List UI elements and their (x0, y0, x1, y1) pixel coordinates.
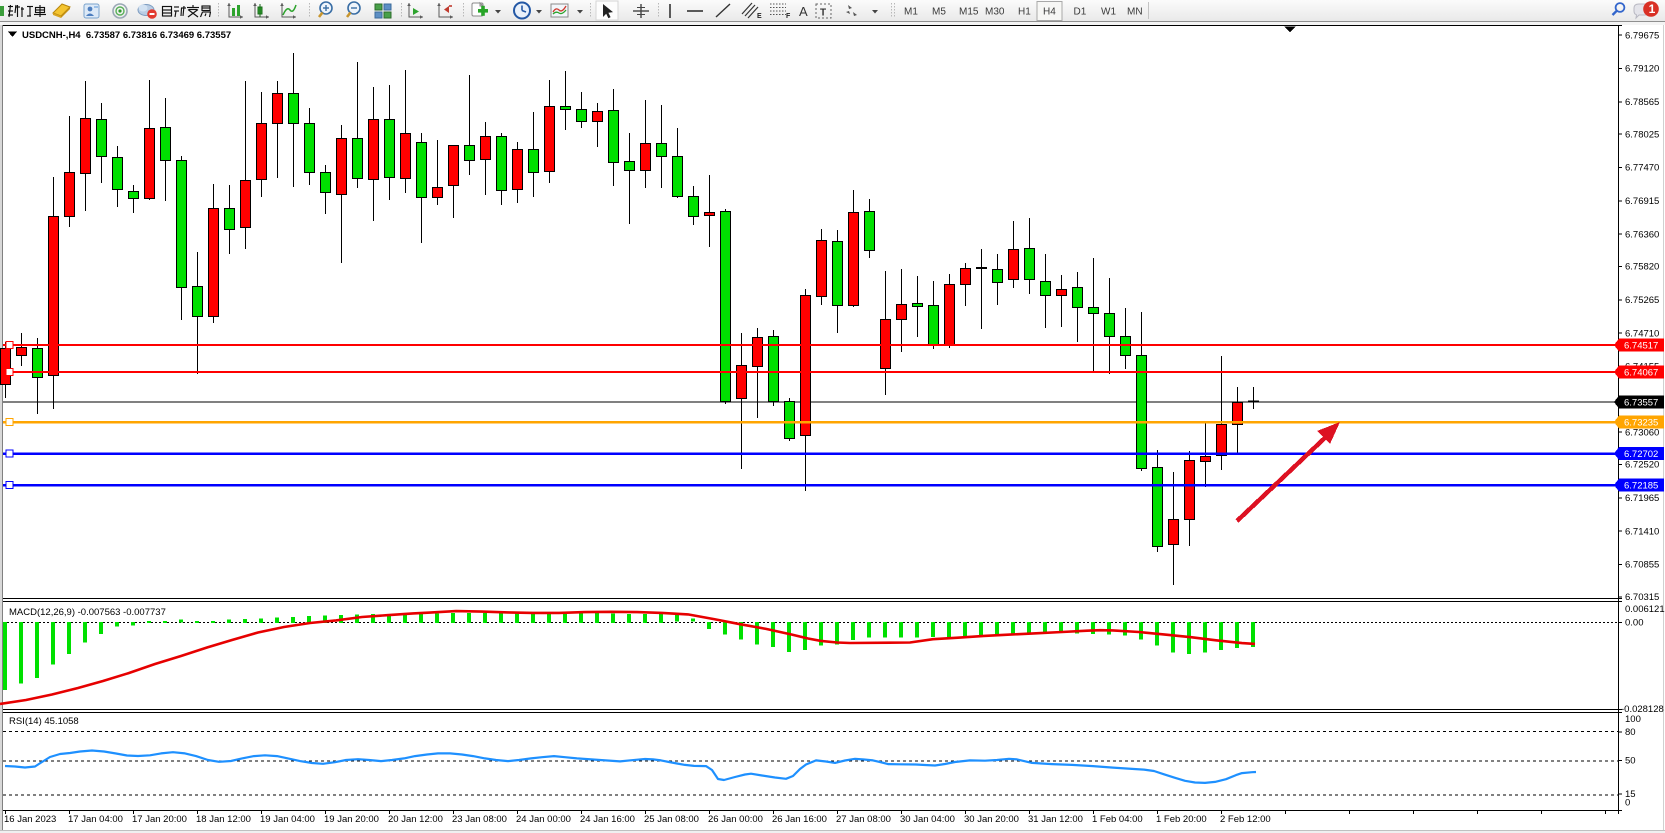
svg-text:6.74067: 6.74067 (1624, 367, 1658, 378)
svg-text:6.70855: 6.70855 (1625, 560, 1659, 571)
svg-text:6.70315: 6.70315 (1625, 592, 1659, 603)
svg-text:23 Jan 08:00: 23 Jan 08:00 (452, 814, 507, 825)
svg-text:6.72520: 6.72520 (1625, 460, 1659, 471)
svg-text:6.78025: 6.78025 (1625, 129, 1659, 140)
svg-text:M1: M1 (904, 7, 918, 18)
svg-text:25 Jan 08:00: 25 Jan 08:00 (644, 814, 699, 825)
svg-text:6.79120: 6.79120 (1625, 64, 1659, 75)
svg-text:24 Jan 00:00: 24 Jan 00:00 (516, 814, 571, 825)
svg-text:W1: W1 (1101, 7, 1116, 18)
svg-text:6.75820: 6.75820 (1625, 262, 1659, 273)
svg-text:6.71965: 6.71965 (1625, 493, 1659, 504)
svg-text:26 Jan 16:00: 26 Jan 16:00 (772, 814, 827, 825)
svg-text:USDCNH-,H4 6.73587 6.73816 6.: USDCNH-,H4 6.73587 6.73816 6.73469 6.735… (22, 30, 231, 41)
svg-text:A: A (799, 4, 808, 19)
svg-text:30 Jan 20:00: 30 Jan 20:00 (964, 814, 1019, 825)
svg-text:MN: MN (1127, 7, 1143, 18)
svg-text:RSI(14) 45.1058: RSI(14) 45.1058 (9, 716, 79, 727)
svg-text:6.76360: 6.76360 (1625, 229, 1659, 240)
svg-text:31 Jan 12:00: 31 Jan 12:00 (1028, 814, 1083, 825)
svg-text:19 Jan 04:00: 19 Jan 04:00 (260, 814, 315, 825)
svg-text:30 Jan 04:00: 30 Jan 04:00 (900, 814, 955, 825)
svg-text:T: T (820, 8, 826, 19)
svg-text:17 Jan 04:00: 17 Jan 04:00 (68, 814, 123, 825)
svg-text:100: 100 (1625, 714, 1641, 725)
svg-text:H4: H4 (1043, 7, 1056, 18)
svg-text:19 Jan 20:00: 19 Jan 20:00 (324, 814, 379, 825)
svg-text:6.71410: 6.71410 (1625, 526, 1659, 537)
svg-text:6.72702: 6.72702 (1624, 449, 1658, 460)
svg-text:6.73557: 6.73557 (1624, 397, 1658, 408)
svg-text:15: 15 (1625, 789, 1636, 800)
svg-text:6.72185: 6.72185 (1624, 480, 1658, 491)
svg-text:0: 0 (1625, 798, 1630, 809)
svg-text:D1: D1 (1074, 7, 1087, 18)
svg-text:F: F (786, 13, 791, 20)
svg-text:1 Feb 20:00: 1 Feb 20:00 (1156, 814, 1207, 825)
svg-text:E: E (757, 13, 762, 20)
svg-text:1 Feb 04:00: 1 Feb 04:00 (1092, 814, 1143, 825)
svg-text:-0.028128: -0.028128 (1621, 704, 1664, 715)
svg-text:0.00: 0.00 (1625, 618, 1644, 629)
svg-text:24 Jan 16:00: 24 Jan 16:00 (580, 814, 635, 825)
svg-text:0.006121: 0.006121 (1625, 604, 1665, 615)
svg-text:2 Feb 12:00: 2 Feb 12:00 (1220, 814, 1271, 825)
svg-text:17 Jan 20:00: 17 Jan 20:00 (132, 814, 187, 825)
svg-text:6.74710: 6.74710 (1625, 328, 1659, 339)
svg-text:H1: H1 (1018, 7, 1031, 18)
svg-text:6.73235: 6.73235 (1624, 417, 1658, 428)
svg-text:M30: M30 (985, 7, 1005, 18)
svg-text:16 Jan 2023: 16 Jan 2023 (4, 814, 56, 825)
svg-text:20 Jan 12:00: 20 Jan 12:00 (388, 814, 443, 825)
svg-text:26 Jan 00:00: 26 Jan 00:00 (708, 814, 763, 825)
svg-text:6.75265: 6.75265 (1625, 295, 1659, 306)
svg-text:6.73060: 6.73060 (1625, 427, 1659, 438)
svg-text:50: 50 (1625, 756, 1636, 767)
svg-text:6.78565: 6.78565 (1625, 97, 1659, 108)
svg-text:1: 1 (1649, 2, 1656, 16)
svg-text:MACD(12,26,9) -0.007563 -0.007: MACD(12,26,9) -0.007563 -0.007737 (9, 607, 166, 618)
svg-text:M15: M15 (959, 7, 979, 18)
svg-text:6.79675: 6.79675 (1625, 30, 1659, 41)
svg-text:80: 80 (1625, 727, 1636, 738)
svg-text:6.74517: 6.74517 (1624, 340, 1658, 351)
svg-text:27 Jan 08:00: 27 Jan 08:00 (836, 814, 891, 825)
svg-text:6.77470: 6.77470 (1625, 163, 1659, 174)
svg-text:6.76915: 6.76915 (1625, 196, 1659, 207)
svg-text:18 Jan 12:00: 18 Jan 12:00 (196, 814, 251, 825)
svg-text:M5: M5 (932, 7, 946, 18)
